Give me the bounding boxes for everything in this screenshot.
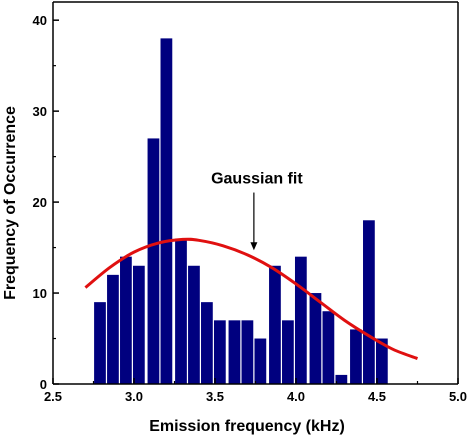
ticks-layer: 2.5 3.0 3.5 4.0 4.5 5.0 0 10 20 30 40 [33,13,468,404]
x-tick-label: 3.5 [206,389,224,404]
histogram-bar [269,265,281,384]
histogram-bar [120,256,132,384]
y-tick-label: 40 [33,13,47,28]
gaussian-fit-label: Gaussian fit [211,171,303,188]
x-tick-label: 4.5 [368,389,386,404]
histogram-bar [309,293,322,384]
histogram-bar [188,265,200,384]
gaussian-fit-curve [84,237,419,360]
histogram-bar [228,320,241,384]
histogram-bar [363,220,375,384]
histogram-bar [160,38,173,384]
annotation-layer: Gaussian fit [211,171,303,251]
histogram-bar [241,320,254,384]
y-tick-label: 10 [33,286,47,301]
histogram-bar [322,311,335,384]
x-tick-label: 2.5 [44,389,62,404]
y-axis-title: Frequency of Occurrence [2,106,19,300]
y-tick-label: 30 [33,104,47,119]
histogram-bar [147,138,160,384]
histogram-bar [282,320,294,384]
annotation-arrow-head [250,242,258,251]
bars-layer [94,38,388,384]
x-tick-label: 3.0 [125,389,143,404]
x-tick-label: 5.0 [449,389,467,404]
y-tick-label: 0 [40,377,47,392]
histogram-bar [350,329,362,384]
histogram-bar [294,256,307,384]
histogram-bar [175,238,187,384]
histogram-bar [201,302,213,384]
y-tick-label: 20 [33,195,47,210]
x-tick-label: 4.0 [287,389,305,404]
histogram-bar [213,320,226,384]
x-axis-title: Emission frequency (kHz) [149,418,345,435]
histogram-bar [94,302,106,384]
histogram-bar [132,265,145,384]
histogram-bar [107,274,119,384]
histogram-bar [375,338,388,384]
histogram-bar [335,374,348,384]
histogram-bar [254,338,267,384]
